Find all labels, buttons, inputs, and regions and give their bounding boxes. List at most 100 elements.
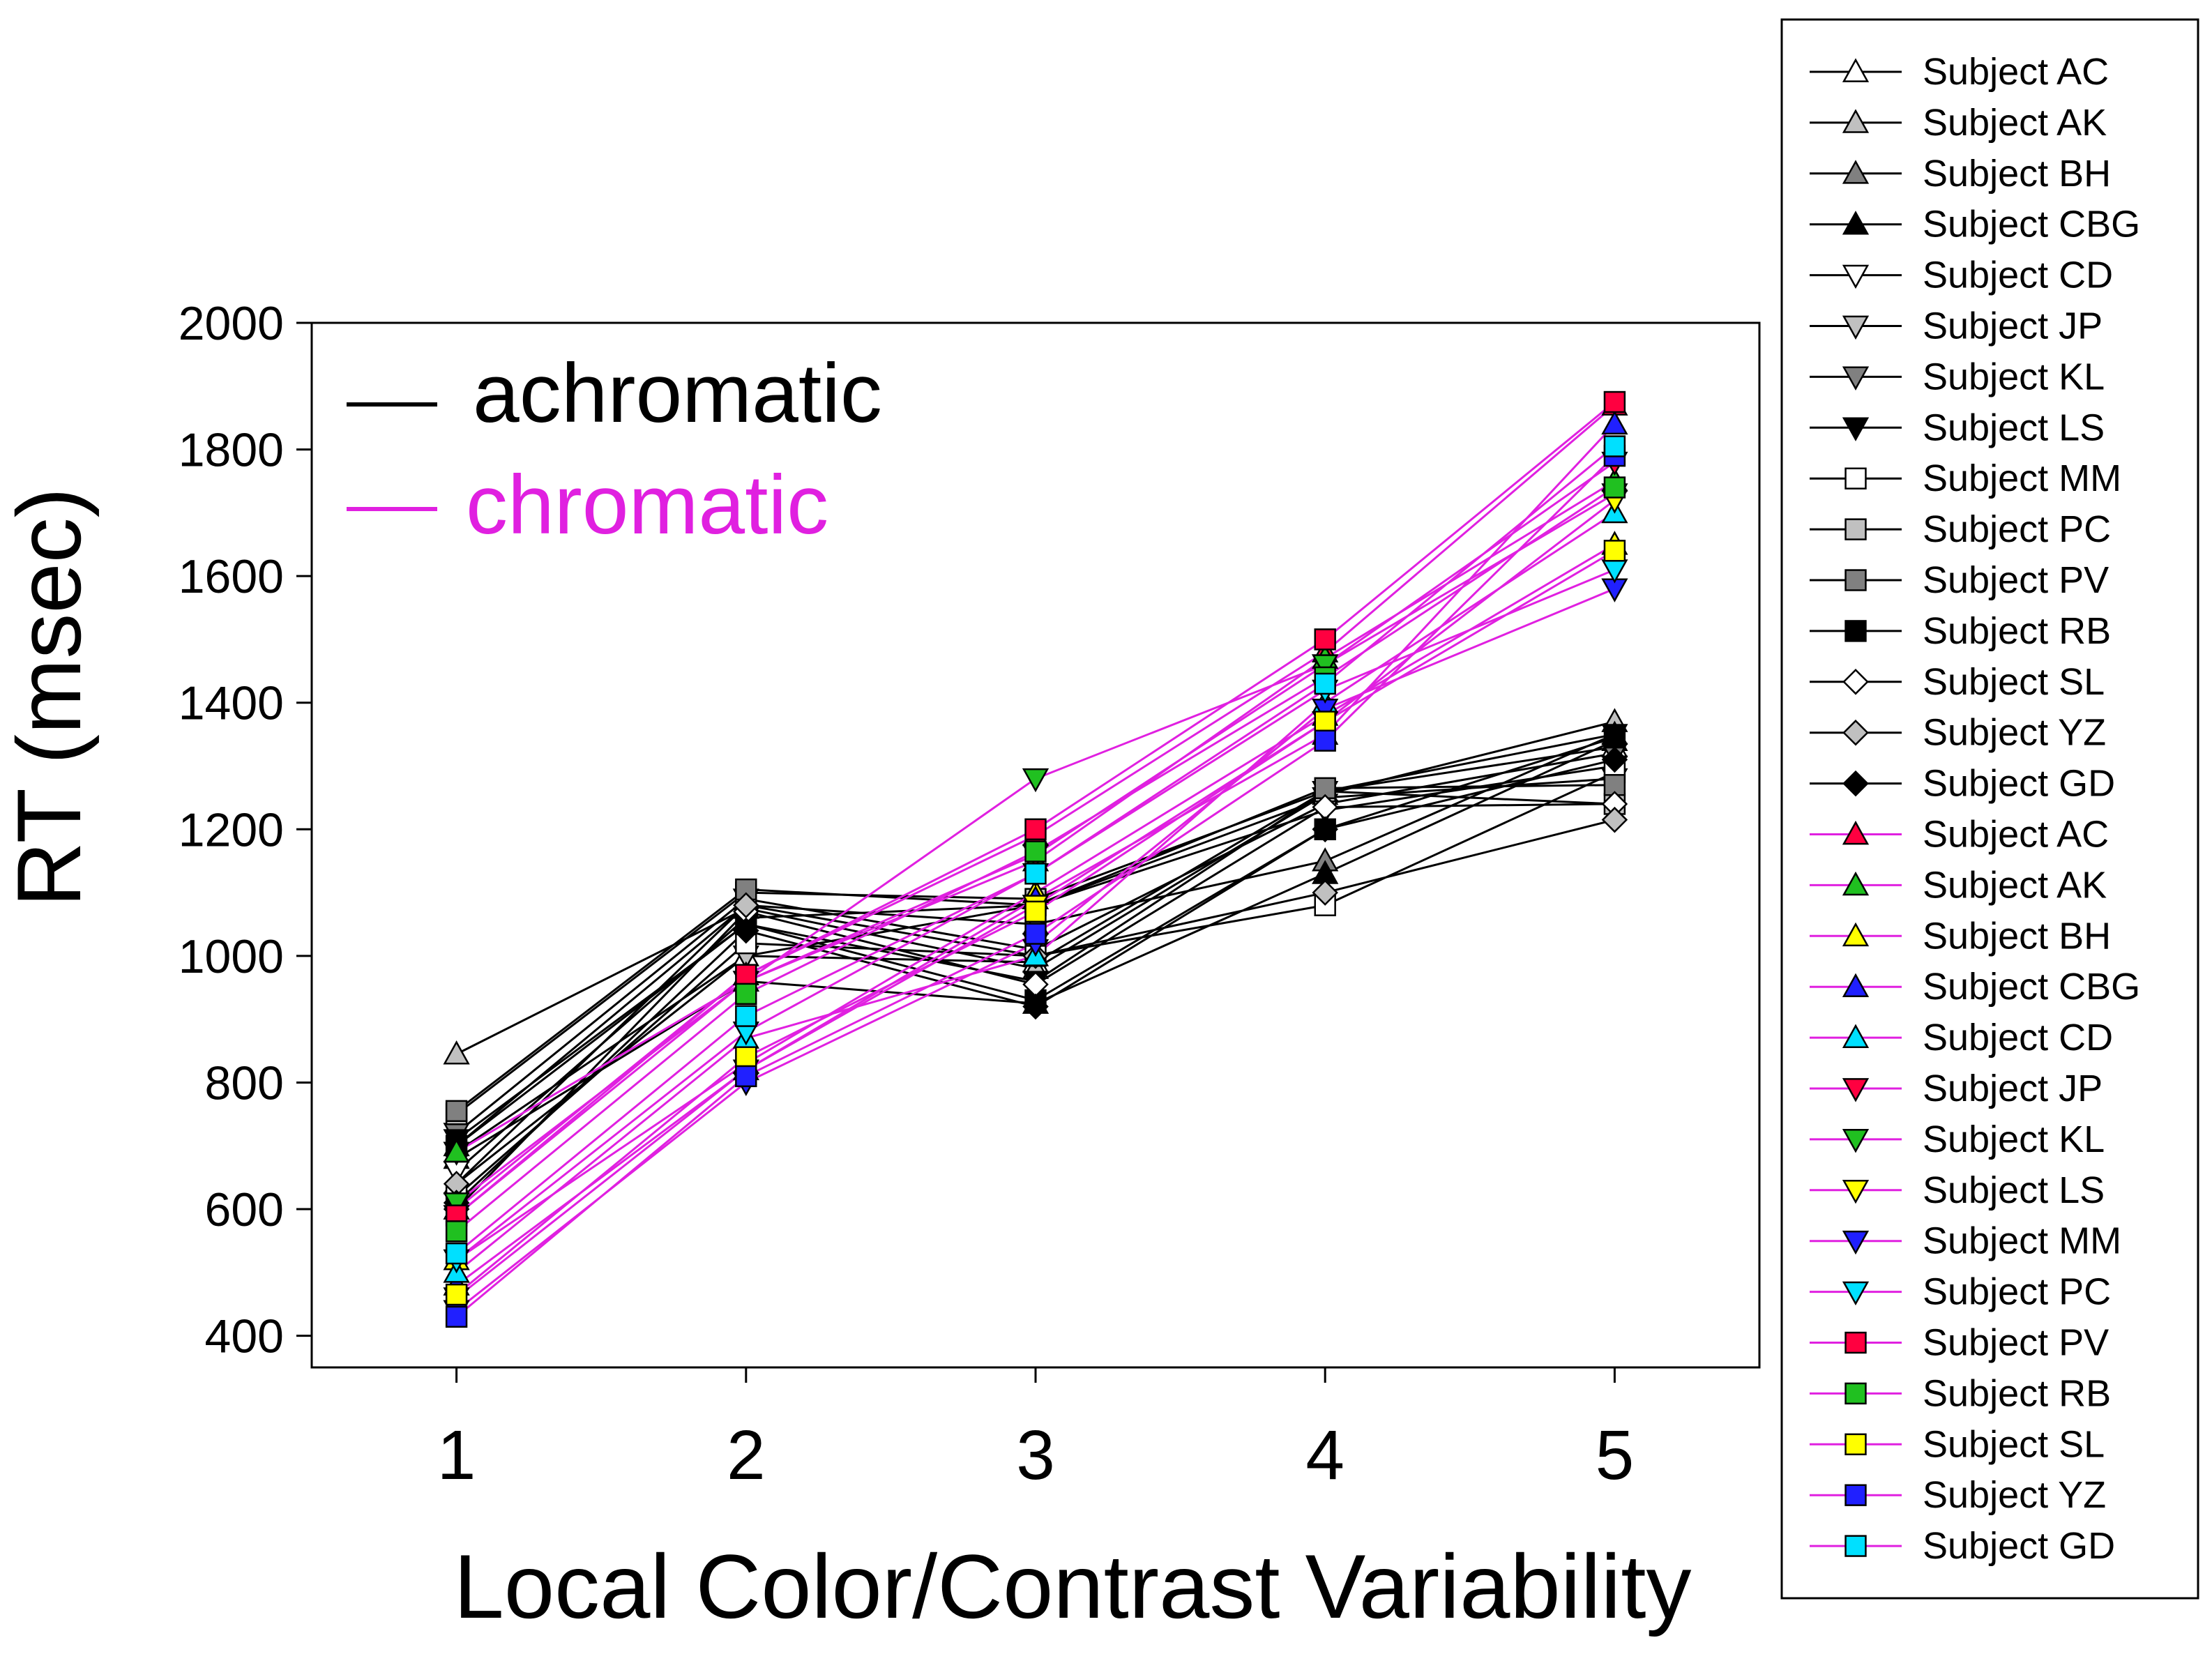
legend-marker xyxy=(1844,620,1867,642)
legend-label: Subject GD xyxy=(1923,1525,2115,1567)
x-tick-label: 4 xyxy=(1305,1416,1344,1494)
data-point-chromatic-subject-yz xyxy=(735,1065,757,1088)
legend-label: Subject MM xyxy=(1923,457,2121,499)
legend-marker xyxy=(1844,467,1867,490)
legend-label: Subject KL xyxy=(1923,356,2105,397)
x-tick-label: 2 xyxy=(727,1416,766,1494)
legend-label: Subject AC xyxy=(1923,814,2109,856)
y-axis-title: RT (msec) xyxy=(0,487,100,907)
legend-label: Subject JP xyxy=(1923,1068,2103,1109)
group-legend-label-chromatic: chromatic xyxy=(466,458,828,552)
data-point-chromatic-subject-rb xyxy=(735,982,757,1006)
legend-marker xyxy=(1844,1433,1867,1456)
data-point-chromatic-subject-sl xyxy=(1603,540,1626,562)
legend-marker xyxy=(1842,211,1870,235)
group-legend-label-achromatic: achromatic xyxy=(473,347,882,440)
legend-marker xyxy=(1842,1230,1870,1255)
legend-label: Subject CD xyxy=(1923,1017,2113,1059)
legend-label: Subject PV xyxy=(1923,1322,2109,1364)
data-point-achromatic-subject-pv xyxy=(445,1100,468,1123)
legend-marker xyxy=(1844,1331,1867,1354)
data-point-achromatic-subject-gd xyxy=(733,917,759,944)
legend-label: Subject BH xyxy=(1923,915,2111,957)
data-point-chromatic-subject-gd xyxy=(1024,863,1047,885)
legend-marker xyxy=(1842,366,1870,390)
legend-label: Subject KL xyxy=(1923,1118,2105,1160)
x-tick-label: 3 xyxy=(1016,1416,1055,1494)
legend-label: Subject CBG xyxy=(1923,966,2140,1008)
legend-label: Subject GD xyxy=(1923,763,2115,805)
group-legend: achromatic chromatic xyxy=(347,347,882,552)
legend-marker xyxy=(1844,569,1867,591)
y-tick-label: 800 xyxy=(205,1056,284,1109)
data-point-chromatic-subject-kl xyxy=(443,1192,470,1217)
data-point-achromatic-subject-yz xyxy=(1601,806,1628,833)
legend-marker xyxy=(1842,58,1870,82)
data-point-chromatic-subject-kl xyxy=(1022,768,1050,793)
legend-marker xyxy=(1844,1484,1867,1506)
legend-marker xyxy=(1842,820,1870,845)
data-point-achromatic-subject-gd xyxy=(1022,993,1049,1020)
legend-label: Subject SL xyxy=(1923,1423,2105,1465)
data-point-chromatic-subject-pv xyxy=(735,964,757,986)
y-tick-label: 1400 xyxy=(179,677,284,730)
legend-marker xyxy=(1842,770,1869,797)
legend-marker xyxy=(1842,1179,1870,1204)
data-point-chromatic-subject-gd xyxy=(445,1242,468,1265)
data-point-achromatic-subject-gd xyxy=(1601,746,1628,773)
data-point-chromatic-subject-kl xyxy=(1312,654,1339,678)
data-point-chromatic-subject-sl xyxy=(735,1046,757,1068)
legend-marker xyxy=(1842,871,1870,896)
legend-label: Subject MM xyxy=(1923,1220,2121,1262)
legend-marker xyxy=(1842,315,1870,340)
legend-label: Subject PV xyxy=(1923,559,2109,601)
legend-marker xyxy=(1842,160,1870,184)
legend-label: Subject BH xyxy=(1923,153,2111,195)
legend-marker xyxy=(1842,417,1870,441)
data-point-achromatic-subject-gd xyxy=(1312,816,1338,843)
x-tick-label: 5 xyxy=(1596,1416,1635,1494)
data-point-chromatic-subject-cbg xyxy=(1601,410,1628,435)
legend-marker xyxy=(1842,1129,1870,1153)
legend-marker xyxy=(1842,1024,1870,1048)
data-point-achromatic-subject-rb xyxy=(1603,726,1626,749)
y-tick-label: 400 xyxy=(205,1310,284,1363)
data-point-chromatic-subject-sl xyxy=(1314,711,1336,733)
data-point-chromatic-subject-ak xyxy=(443,1138,470,1163)
data-point-chromatic-subject-pv xyxy=(1024,818,1047,841)
legend-label: Subject YZ xyxy=(1923,1474,2106,1516)
legend-label: Subject CD xyxy=(1923,255,2113,296)
legend-marker xyxy=(1844,518,1867,540)
data-point-chromatic-subject-sl xyxy=(1024,900,1047,923)
y-tick-label: 2000 xyxy=(179,297,284,350)
legend-marker xyxy=(1842,669,1869,695)
data-point-chromatic-subject-rb xyxy=(1024,840,1047,863)
legend-label: Subject CBG xyxy=(1923,204,2140,245)
legend-label: Subject JP xyxy=(1923,305,2103,347)
data-point-chromatic-subject-rb xyxy=(1603,476,1626,499)
legend-label: Subject AC xyxy=(1923,51,2109,93)
data-point-chromatic-subject-rb xyxy=(445,1220,468,1243)
legend-marker xyxy=(1842,1281,1870,1306)
legend-label: Subject AK xyxy=(1923,102,2107,144)
y-tick-label: 1600 xyxy=(179,550,284,603)
data-point-chromatic-subject-gd xyxy=(735,1005,757,1027)
data-point-chromatic-subject-gd xyxy=(1603,435,1626,457)
data-point-chromatic-subject-gd xyxy=(1314,672,1336,695)
legend-label: Subject RB xyxy=(1923,610,2111,652)
data-point-chromatic-subject-pv xyxy=(1314,628,1336,651)
legend-label: Subject RB xyxy=(1923,1372,2111,1414)
legend-marker xyxy=(1842,973,1870,998)
legend-label: Subject PC xyxy=(1923,508,2111,550)
data-point-chromatic-subject-pv xyxy=(1603,390,1626,414)
data-point-achromatic-subject-yz xyxy=(733,892,759,919)
legend-marker xyxy=(1842,109,1870,133)
legend-label: Subject YZ xyxy=(1923,712,2106,754)
x-axis-title: Local Color/Contrast Variability xyxy=(454,1535,1692,1637)
series-markers xyxy=(443,390,1628,1328)
x-axis: 1 2 3 4 5 xyxy=(437,1367,1634,1494)
data-point-chromatic-subject-sl xyxy=(445,1283,468,1306)
y-tick-label: 1200 xyxy=(179,803,284,856)
legend-marker xyxy=(1844,1382,1867,1405)
